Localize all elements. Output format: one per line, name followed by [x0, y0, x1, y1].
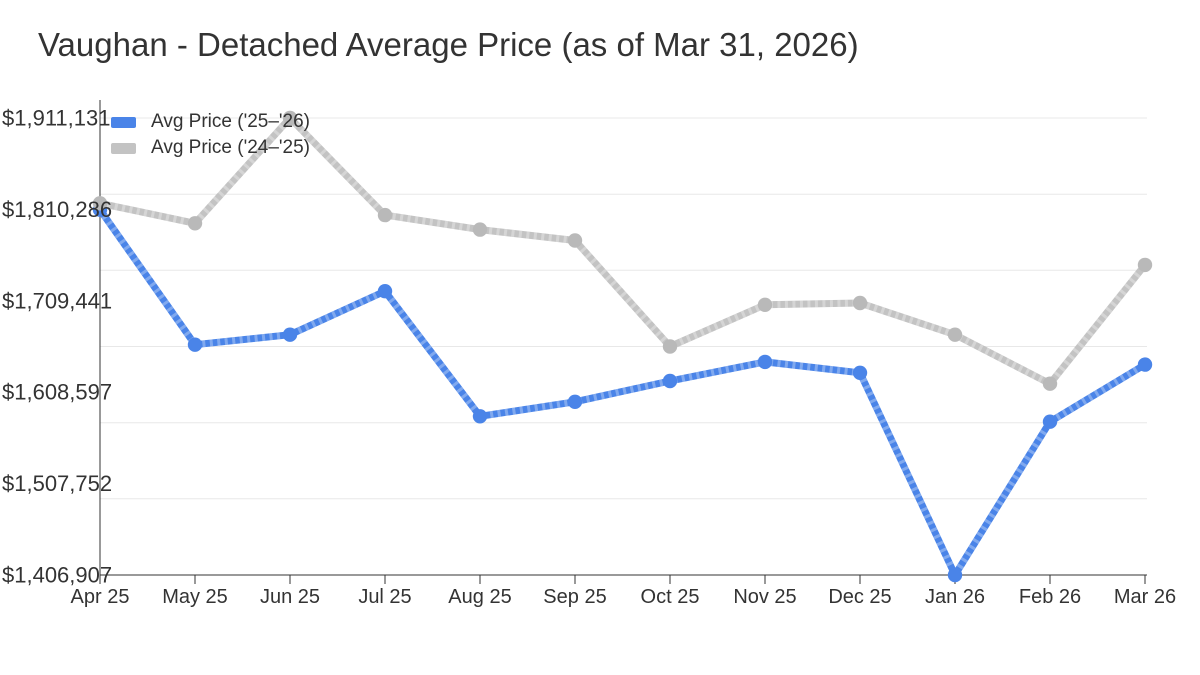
data-point-marker — [187, 337, 203, 352]
data-point-marker — [567, 233, 583, 248]
y-axis-tick-label: $1,507,752 — [2, 471, 112, 496]
x-axis-tick-label: Apr 25 — [71, 586, 130, 608]
data-point-marker — [472, 409, 488, 424]
y-axis-tick-label: $1,911,131 — [2, 106, 110, 131]
legend-label-24-25: Avg Price ('24–'25) — [151, 137, 310, 158]
data-point-marker — [567, 394, 583, 409]
data-point-marker — [472, 222, 488, 237]
legend: Avg Price ('25–'26) Avg Price ('24–'25) — [111, 109, 310, 161]
y-axis-tick-label: $1,810,286 — [2, 197, 112, 222]
y-axis-tick-label: $1,608,597 — [2, 380, 112, 405]
x-axis-tick-label: May 25 — [162, 586, 228, 608]
x-axis-tick-label: Jan 26 — [925, 586, 985, 608]
data-point-marker — [662, 373, 678, 389]
y-axis-tick-label: $1,709,441 — [2, 288, 112, 313]
x-axis-tick-label: Sep 25 — [543, 586, 606, 608]
series-line-1 — [96, 114, 1149, 388]
legend-swatch-gray-icon — [111, 142, 136, 154]
chart-title: Vaughan - Detached Average Price (as of … — [38, 26, 859, 63]
x-axis-tick-label: Jun 25 — [260, 586, 320, 608]
data-point-marker — [947, 567, 963, 583]
series-line-0 — [96, 206, 1149, 579]
data-point-marker — [377, 284, 393, 299]
data-point-marker — [852, 295, 868, 311]
data-point-marker — [757, 354, 773, 370]
legend-item-24-25: Avg Price ('24–'25) — [111, 135, 310, 161]
x-axis-tick-label: Oct 25 — [641, 586, 700, 608]
legend-label-25-26: Avg Price ('25–'26) — [151, 111, 310, 132]
data-point-marker — [282, 327, 298, 342]
x-axis-tick-label: Dec 25 — [828, 586, 891, 608]
data-point-marker — [1042, 376, 1058, 391]
x-axis-tick-label: Jul 25 — [358, 586, 411, 608]
data-point-marker — [1137, 257, 1153, 273]
data-point-marker — [1137, 357, 1153, 372]
x-axis-tick-label: Mar 26 — [1114, 586, 1176, 608]
data-point-marker — [92, 196, 108, 211]
data-point-marker — [377, 207, 393, 223]
x-axis-tick-label: Aug 25 — [448, 586, 511, 608]
data-point-marker — [757, 297, 773, 312]
data-point-marker — [1042, 414, 1058, 429]
series-line-texture-1 — [99, 114, 1148, 388]
legend-swatch-blue-icon — [111, 116, 136, 128]
data-point-marker — [187, 216, 203, 231]
x-axis-tick-label: Nov 25 — [733, 586, 796, 608]
legend-item-25-26: Avg Price ('25–'26) — [111, 109, 310, 135]
y-axis-tick-label: $1,406,907 — [2, 563, 112, 588]
data-point-marker — [282, 110, 298, 126]
x-axis-tick-label: Feb 26 — [1019, 586, 1081, 608]
data-point-marker — [662, 339, 678, 354]
data-point-marker — [947, 327, 963, 342]
data-point-marker — [852, 365, 868, 380]
